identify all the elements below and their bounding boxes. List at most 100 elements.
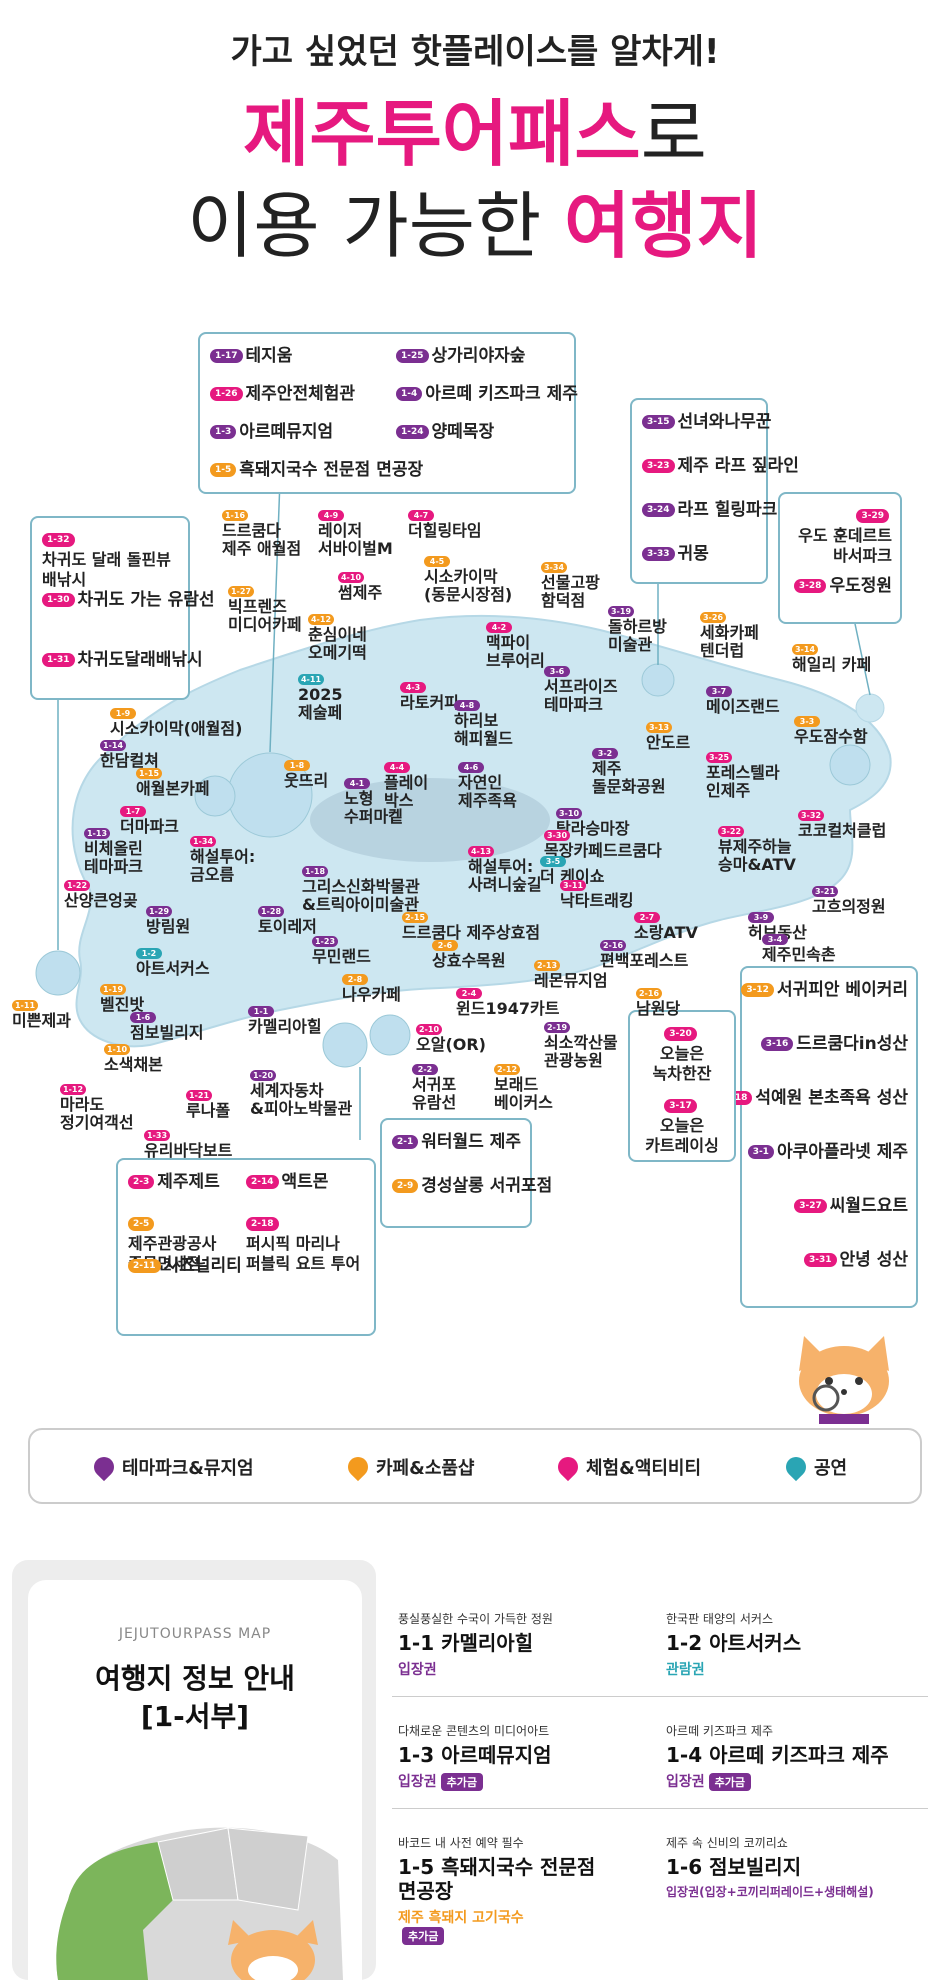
place-name: 애월본카페: [136, 779, 210, 798]
map-place-label: 4-3 라토커피: [400, 682, 459, 712]
fox-mascot: [799, 1336, 889, 1424]
info-pass: 입장권: [398, 1659, 660, 1679]
place-name: 차귀도 달래 돌핀뷰 배낚시: [42, 550, 171, 589]
number-tag: 1-3: [210, 425, 237, 439]
map-place-label: 1-19 벨진밧: [100, 984, 144, 1014]
info-item: 풍실풍실한 수국이 가득한 정원 1-1 카멜리아힐 입장권: [398, 1610, 660, 1679]
place-name: 시즈널리티: [163, 1256, 242, 1276]
map-place-label: 2-16 남원당: [636, 988, 680, 1018]
map-place-label: 3-10 탐라승마장: [556, 808, 630, 838]
number-tag: 2-9: [392, 1179, 419, 1193]
place-name: 춘심이네 오메기떡: [308, 625, 367, 662]
map-place-label: 4-8 하리보 해피월드: [454, 700, 513, 748]
place-name: 해설투어: 사려니숲길: [468, 857, 542, 894]
number-tag: 3-24: [642, 503, 675, 517]
place-name: 미쁜제과: [12, 1011, 71, 1030]
map-place-label: 3-30 목장카페드르쿰다: [544, 830, 662, 860]
place-name: 경성살롱 서귀포점: [421, 1176, 553, 1196]
number-tag: 3-1: [747, 1145, 774, 1159]
number-tag: 1-32: [42, 533, 75, 547]
number-tag: 1-9: [110, 708, 136, 719]
map-place-label: 4-10 썸제주: [338, 572, 382, 602]
number-tag: 3-26: [700, 612, 726, 623]
number-tag: 1-17: [210, 349, 243, 363]
map-place-label: 1-1 카멜리아힐: [248, 1006, 322, 1036]
number-tag: 1-15: [136, 768, 162, 779]
map-place-label: 2-19 쇠소깍산물 관광농원: [544, 1022, 618, 1070]
place-name: 제주 라프 짚라인: [677, 456, 799, 476]
map-place-label: 1-7 더마파크: [120, 806, 179, 836]
number-tag: 2-16: [600, 940, 626, 951]
place-name: 맥파이 브루어리: [486, 633, 545, 670]
number-tag: 2-16: [636, 988, 662, 999]
map-place-label: 1-12 마라도 정기여객선: [60, 1084, 134, 1132]
box-item: 1-30 차귀도 가는 유람선: [42, 590, 215, 610]
number-tag: 3-9: [748, 912, 774, 923]
place-name: 아쿠아플라넷 제주: [776, 1142, 908, 1162]
pass-type: 제주 흑돼지 고기국수: [398, 1910, 524, 1926]
place-name: 벨진밧: [100, 995, 145, 1014]
map-place-label: 4-5 시소카이막 (동문시장점): [424, 556, 512, 604]
map-place-label: 3-7 메이즈랜드: [706, 686, 780, 716]
number-tag: 1-5: [210, 463, 237, 477]
place-name: 더힐링타임: [408, 521, 482, 540]
place-name: 무민랜드: [312, 947, 371, 966]
place-name: 양떼목장: [431, 422, 495, 442]
map-place-label: 2-13 레몬뮤지엄: [534, 960, 608, 990]
number-tag: 1-29: [146, 906, 172, 917]
place-name: 우도 훈데르트 바서파크: [798, 526, 892, 565]
place-name: 방림원: [146, 917, 191, 936]
place-name: 워터월드 제주: [421, 1132, 522, 1152]
place-name: 소색채본: [104, 1055, 163, 1074]
place-name: 돌하르방 미술관: [608, 617, 667, 654]
place-name: 탐라승마장: [556, 819, 630, 838]
number-tag: 1-21: [186, 1090, 212, 1101]
place-name: 남원당: [636, 999, 681, 1018]
map-place-label: 2-15 드르쿰다 제주상효점: [402, 912, 540, 942]
number-tag: 1-33: [144, 1130, 170, 1141]
box-oneun: 3-20 오늘은 녹차한잔 3-17 오늘은 카트레이싱: [628, 1010, 736, 1162]
number-tag: 2-1: [392, 1135, 419, 1149]
extra-fee-badge: 추가금: [440, 1773, 484, 1791]
info-panel: JEJUTOURPASS MAP 여행지 정보 안내 [1-서부]: [12, 1560, 376, 1980]
place-name: 쇠소깍산물 관광농원: [544, 1033, 618, 1070]
box-item: 3-1 아쿠아플라넷 제주: [747, 1142, 908, 1162]
map-place-label: 1-16 드르쿰다 제주 애월점: [222, 510, 301, 558]
map-place-label: 1-2 아트서커스: [136, 948, 210, 978]
number-tag: 3-10: [556, 808, 582, 819]
map-place-label: 3-11 낙타트래킹: [560, 880, 634, 910]
place-name: 액트몬: [281, 1172, 329, 1192]
number-tag: 1-7: [120, 806, 146, 817]
map-place-label: 2-10 오알(OR): [416, 1024, 486, 1054]
number-tag: 2-6: [432, 940, 458, 951]
info-desc: 풍실풍실한 수국이 가득한 정원: [398, 1612, 553, 1626]
zoom-circle-3: [322, 1022, 368, 1068]
place-name: 라토커피: [400, 693, 459, 712]
divider: [392, 1696, 928, 1697]
number-tag: 3-25: [706, 752, 732, 763]
place-name: 해일리 카페: [792, 655, 872, 674]
place-name: 뷰제주하늘 승마&ATV: [718, 837, 796, 874]
number-tag: 3-34: [541, 562, 567, 573]
map-place-label: 1-28 토이레저: [258, 906, 317, 936]
number-tag: 3-22: [718, 826, 744, 837]
number-tag: 2-3: [128, 1175, 155, 1189]
map-place-label: 3-25 포레스텔라 인제주: [706, 752, 780, 800]
pass-type: 입장권: [398, 1662, 437, 1678]
number-tag: 2-15: [402, 912, 428, 923]
info-item: 아르떼 키즈파크 제주 1-4 아르떼 키즈파크 제주 입장권 추가금: [666, 1722, 928, 1791]
legend-item: 공연: [781, 1452, 847, 1482]
place-name: 그리스신화박물관 &트릭아이미술관: [302, 877, 420, 914]
info-title: 여행지 정보 안내 [1-서부]: [95, 1662, 295, 1733]
title-suffix: 로: [640, 92, 707, 176]
map-place-label: 4-11 2025 제술페: [298, 674, 343, 722]
pass-type: 입장권: [666, 1774, 705, 1790]
number-tag: 1-28: [258, 906, 284, 917]
number-tag: 1-18: [302, 866, 328, 877]
number-tag: 3-6: [544, 666, 570, 677]
number-tag: 1-34: [190, 836, 216, 847]
number-tag: 3-30: [544, 830, 570, 841]
map-place-label: 3-14 해일리 카페: [792, 644, 871, 674]
number-tag: 4-1: [344, 778, 370, 789]
map-place-label: 1-14 한담컬쳐: [100, 740, 159, 770]
